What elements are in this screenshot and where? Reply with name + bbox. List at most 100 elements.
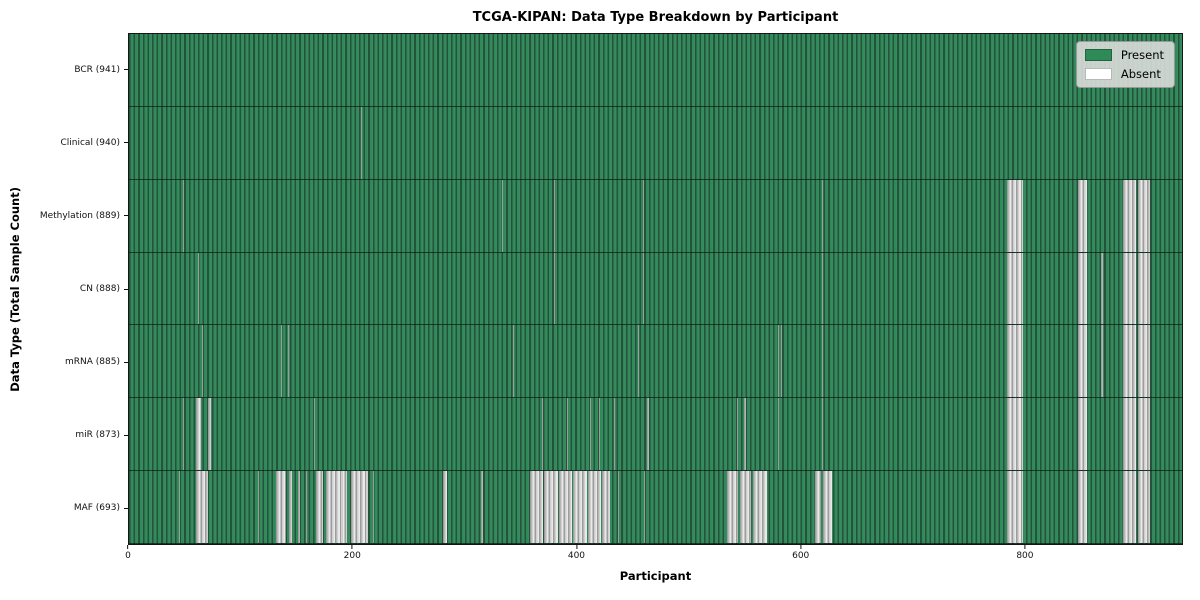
absent-block (554, 252, 556, 325)
absent-block (196, 398, 201, 471)
legend-label: Present (1120, 48, 1164, 62)
legend-swatch-present (1084, 49, 1112, 61)
y-tick-mark (124, 507, 128, 509)
y-tick-label: Methylation (889) (39, 210, 120, 221)
absent-block (1077, 398, 1087, 471)
y-tick-mark (124, 142, 128, 144)
y-tick-methylation: Methylation (889) (40, 211, 128, 221)
absent-block (1101, 325, 1103, 398)
absent-block (208, 398, 211, 471)
x-tick-label: 800 (1016, 551, 1034, 561)
y-tick-mark (124, 434, 128, 436)
y-tick-mark (124, 361, 128, 363)
absent-block (643, 471, 645, 544)
absent-block (821, 179, 823, 252)
absent-block (739, 471, 752, 544)
absent-block (647, 398, 650, 471)
absent-block (182, 398, 184, 471)
absent-block (281, 325, 283, 398)
absent-block (558, 471, 573, 544)
absent-block (638, 325, 640, 398)
absent-block (598, 398, 601, 471)
absent-block (1077, 252, 1087, 325)
absent-block (781, 325, 783, 398)
absent-block (198, 252, 200, 325)
x-tick-600: 600 (792, 545, 809, 561)
absent-block (573, 471, 587, 544)
absent-block (1138, 252, 1150, 325)
x-tick-mark (127, 545, 129, 549)
y-tick-label: MAF (693) (73, 503, 120, 514)
y-tick-bcr: BCR (941) (74, 65, 128, 75)
legend-item-present: Present (1084, 48, 1164, 62)
absent-block (1138, 471, 1150, 544)
absent-block (602, 471, 611, 544)
x-tick-400: 400 (568, 545, 585, 561)
x-tick-label: 600 (792, 551, 810, 561)
heatmap-row-methylation (129, 179, 1182, 253)
absent-block (1007, 398, 1024, 471)
x-axis-title: Participant (619, 569, 692, 583)
absent-block (1122, 471, 1137, 544)
absent-block (821, 398, 823, 471)
absent-block (289, 471, 293, 544)
absent-block (726, 471, 738, 544)
absent-block (179, 471, 181, 544)
x-tick-mark (1024, 545, 1026, 549)
absent-block (1007, 252, 1024, 325)
y-tick-label: mRNA (885) (65, 357, 120, 368)
absent-block (778, 325, 780, 398)
x-tick-mark (575, 545, 577, 549)
absent-block (642, 252, 644, 325)
absent-block (587, 471, 602, 544)
absent-block (736, 398, 738, 471)
absent-block (1138, 325, 1150, 398)
absent-block (1122, 252, 1137, 325)
x-tick-800: 800 (1016, 545, 1034, 561)
legend-swatch-absent (1084, 68, 1112, 80)
absent-block (1122, 179, 1137, 252)
absent-block (566, 398, 568, 471)
y-tick-label: miR (873) (75, 430, 120, 441)
heatmap-row-mrna (129, 325, 1182, 399)
absent-block (822, 471, 832, 544)
absent-block (501, 179, 503, 252)
x-tick-label: 200 (343, 551, 361, 561)
absent-block (275, 471, 286, 544)
chart-title: TCGA-KIPAN: Data Type Breakdown by Parti… (472, 10, 839, 25)
absent-block (618, 471, 620, 544)
y-tick-label: Clinical (940) (60, 137, 120, 148)
absent-block (1077, 471, 1087, 544)
absent-block (481, 471, 483, 544)
heatmap-row-clinical (129, 106, 1182, 180)
absent-block (544, 471, 558, 544)
x-tick-200: 200 (344, 545, 361, 561)
absent-block (744, 398, 746, 471)
absent-block (1077, 325, 1087, 398)
y-tick-clinical: Clinical (940) (60, 138, 128, 148)
absent-block (512, 325, 514, 398)
y-tick-mrna: mRNA (885) (65, 357, 128, 367)
legend: Present Absent (1075, 41, 1175, 88)
absent-block (1077, 179, 1087, 252)
absent-block (372, 471, 375, 544)
absent-block (541, 398, 544, 471)
legend-label: Absent (1120, 67, 1161, 81)
y-tick-cn: CN (888) (80, 284, 128, 294)
absent-block (257, 471, 259, 544)
absent-block (821, 252, 823, 325)
y-tick-mark (124, 215, 128, 217)
heatmap-row-mir (129, 398, 1182, 472)
heatmap-row-bcr (129, 34, 1182, 107)
absent-block (1007, 471, 1024, 544)
absent-block (642, 179, 644, 252)
absent-block (1101, 252, 1103, 325)
y-tick-mark (124, 288, 128, 290)
absent-block (1007, 179, 1024, 252)
absent-block (201, 325, 203, 398)
y-axis-ticks: BCR (941) Clinical (940) Methylation (889)… (0, 33, 128, 545)
plot-area: Present Absent (128, 33, 1183, 545)
absent-block (182, 179, 184, 252)
y-tick-mark (124, 69, 128, 71)
heatmap-row-maf (129, 471, 1182, 545)
